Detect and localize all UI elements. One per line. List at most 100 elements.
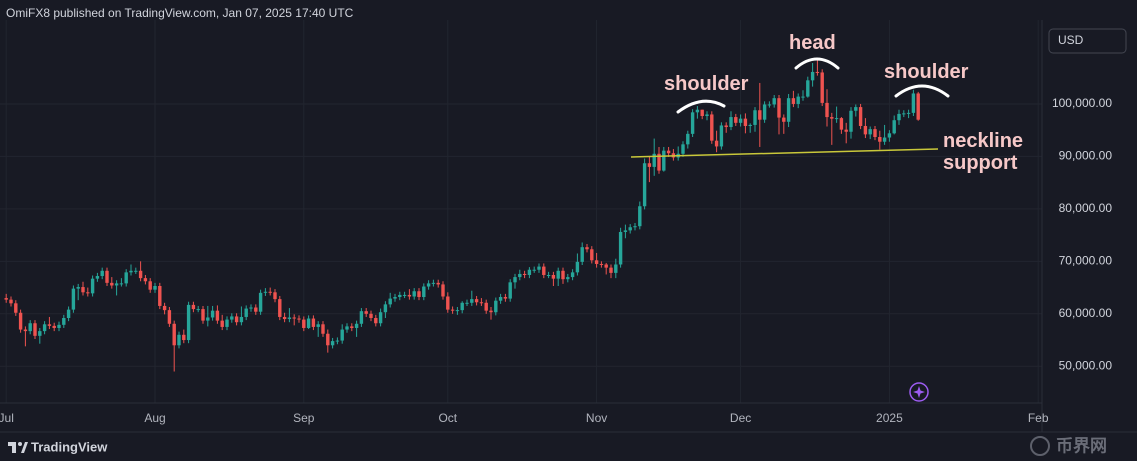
candle-body	[172, 323, 176, 346]
candle-body	[585, 247, 589, 250]
logo-part	[12, 442, 16, 453]
candle-body	[402, 294, 407, 296]
candle-body	[210, 310, 215, 318]
candle-body	[239, 316, 244, 323]
candle-body	[76, 287, 80, 289]
candle-body	[201, 309, 205, 321]
candle-body	[503, 297, 508, 299]
candle-body	[508, 282, 512, 299]
brand: TradingView	[31, 439, 108, 454]
candle-body	[446, 296, 450, 310]
candle-body	[825, 102, 829, 118]
candle-body	[772, 98, 776, 105]
candle-body	[249, 307, 253, 309]
candle-body	[777, 98, 781, 118]
candle-body	[916, 93, 920, 120]
currency-button[interactable]	[1048, 28, 1127, 54]
candle-body	[302, 319, 306, 328]
candle-body	[474, 299, 479, 303]
y-tick-label: 60,000.00	[1059, 306, 1113, 320]
x-tick-label: 2025	[876, 411, 903, 425]
candle-body	[710, 114, 714, 141]
watermark-icon	[1030, 436, 1050, 456]
candle-body	[873, 129, 877, 137]
y-tick-label: 50,000.00	[1059, 358, 1113, 372]
candle-body	[897, 113, 901, 121]
candle-body	[100, 270, 104, 277]
candle-body	[129, 270, 133, 273]
candle-body	[801, 96, 805, 98]
candle-body	[436, 282, 440, 285]
neckline	[630, 148, 939, 158]
ideas-icon-star	[913, 386, 925, 398]
candle-body	[148, 281, 152, 290]
candle-body	[594, 260, 599, 264]
candle-body	[834, 118, 839, 120]
annotation: neckline support	[943, 130, 1024, 174]
candle-body	[882, 137, 887, 142]
candle-body	[52, 325, 56, 328]
candle-body	[4, 298, 8, 300]
candle-body	[513, 277, 517, 283]
candle-body	[911, 93, 916, 113]
candle-body	[623, 230, 628, 232]
candle-body	[124, 272, 128, 284]
candle-body	[570, 272, 575, 278]
candles	[4, 60, 920, 372]
candle-body	[191, 304, 196, 310]
candle-body	[642, 163, 647, 207]
candle-body	[863, 125, 868, 135]
candle-body	[527, 269, 532, 275]
candle-body	[28, 323, 32, 332]
candle-body	[652, 153, 656, 167]
candle-body	[537, 266, 541, 270]
candle-body	[786, 98, 791, 122]
candle-body	[114, 283, 119, 286]
shoulder-arc	[894, 84, 950, 98]
candle-body	[388, 298, 392, 305]
candle-body	[758, 110, 762, 120]
candle-body	[335, 340, 340, 342]
annotation: shoulder	[664, 73, 749, 95]
candle-body	[287, 317, 292, 320]
candle-body	[292, 317, 296, 319]
candle-body	[417, 291, 421, 298]
candle-body	[9, 299, 13, 304]
grid	[0, 20, 1042, 403]
candle-body	[465, 302, 469, 304]
candle-body	[796, 96, 800, 104]
candle-body	[412, 291, 416, 297]
candle-body	[383, 304, 388, 313]
candle-body	[522, 273, 527, 275]
candle-body	[354, 323, 359, 328]
candle-body	[273, 292, 277, 300]
candle-body	[628, 227, 632, 231]
candle-body	[455, 310, 460, 312]
candle-body	[407, 294, 412, 297]
candle-body	[494, 300, 498, 313]
candle-body	[810, 71, 815, 81]
tradingview-logo	[8, 442, 28, 453]
candle-body	[470, 299, 474, 303]
candle-body	[566, 277, 570, 280]
candle-body	[604, 264, 608, 268]
candle-body	[297, 318, 301, 320]
candle-body	[767, 104, 772, 106]
x-tick-label: Dec	[730, 411, 751, 425]
candle-body	[479, 302, 484, 304]
x-tick-label: Nov	[586, 411, 607, 425]
candle-body	[830, 117, 834, 119]
annotation: shoulder	[884, 61, 969, 83]
x-tick-label: Jul	[0, 411, 14, 425]
candle-body	[551, 274, 556, 279]
candle-body	[81, 287, 85, 293]
ideas-icon[interactable]	[909, 382, 929, 402]
candle-body	[647, 163, 652, 167]
candle-body	[230, 316, 234, 320]
candle-body	[326, 333, 330, 346]
candle-body	[734, 117, 738, 123]
candle-body	[138, 270, 143, 279]
candle-body	[196, 309, 200, 311]
